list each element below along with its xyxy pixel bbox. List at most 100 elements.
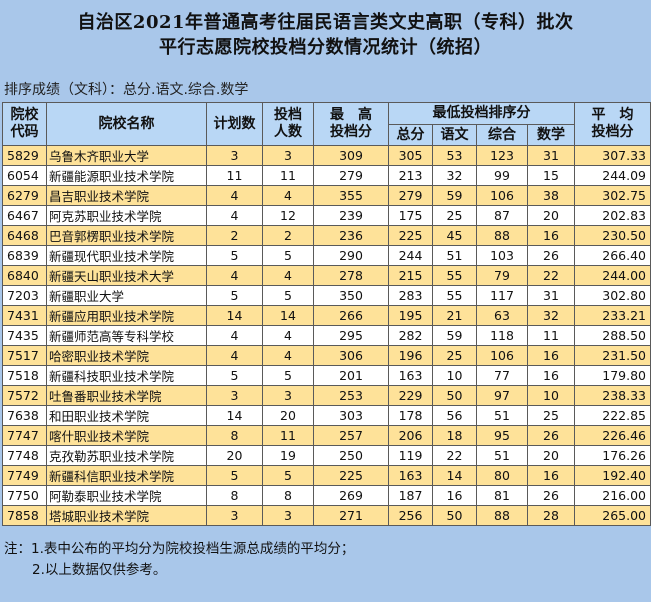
cell-plan-count: 4 xyxy=(206,185,263,206)
cell-max-score: 271 xyxy=(313,505,389,526)
cell-min-chinese: 50 xyxy=(432,385,477,406)
cell-school-code: 7435 xyxy=(2,325,47,346)
cell-plan-count: 20 xyxy=(206,445,263,466)
header-school-name: 院校名称 xyxy=(46,102,207,146)
cell-min-comprehensive: 97 xyxy=(476,385,528,406)
cell-min-math: 28 xyxy=(527,505,575,526)
cell-school-code: 6467 xyxy=(2,205,47,226)
cell-min-chinese: 25 xyxy=(432,345,477,366)
cell-min-chinese: 59 xyxy=(432,325,477,346)
cell-plan-count: 2 xyxy=(206,225,263,246)
cell-min-math: 16 xyxy=(527,345,575,366)
cell-min-chinese: 51 xyxy=(432,245,477,266)
cell-school-code: 7518 xyxy=(2,365,47,386)
cell-min-chinese: 25 xyxy=(432,205,477,226)
cell-min-chinese: 50 xyxy=(432,505,477,526)
cell-min-comprehensive: 88 xyxy=(476,505,528,526)
cell-max-score: 290 xyxy=(313,245,389,266)
cell-max-score: 306 xyxy=(313,345,389,366)
cell-min-comprehensive: 117 xyxy=(476,285,528,306)
cell-admitted-count: 3 xyxy=(262,145,314,166)
cell-school-code: 7858 xyxy=(2,505,47,526)
cell-plan-count: 5 xyxy=(206,365,263,386)
cell-min-math: 16 xyxy=(527,365,575,386)
cell-min-chinese: 53 xyxy=(432,145,477,166)
cell-min-comprehensive: 77 xyxy=(476,365,528,386)
cell-min-total: 305 xyxy=(388,145,433,166)
cell-school-code: 7203 xyxy=(2,285,47,306)
cell-average-score: 192.40 xyxy=(574,465,651,486)
cell-school-code: 6839 xyxy=(2,245,47,266)
cell-admitted-count: 19 xyxy=(262,445,314,466)
cell-average-score: 202.83 xyxy=(574,205,651,226)
cell-school-name: 乌鲁木齐职业大学 xyxy=(46,145,207,166)
cell-min-comprehensive: 106 xyxy=(476,345,528,366)
cell-min-total: 195 xyxy=(388,305,433,326)
cell-school-code: 7638 xyxy=(2,405,47,426)
cell-average-score: 288.50 xyxy=(574,325,651,346)
cell-plan-count: 5 xyxy=(206,285,263,306)
cell-max-score: 355 xyxy=(313,185,389,206)
cell-min-total: 175 xyxy=(388,205,433,226)
cell-school-name: 吐鲁番职业技术学院 xyxy=(46,385,207,406)
cell-school-name: 新疆师范高等专科学校 xyxy=(46,325,207,346)
table-row: 6279 昌吉职业技术学院 4 4 355 279 59 106 38 302.75 xyxy=(2,185,651,206)
footnotes: 注：1.表中公布的平均分为院校投档生源总成绩的平均分； 2.以上数据仅供参考。 xyxy=(4,539,354,581)
cell-school-code: 7749 xyxy=(2,465,47,486)
cell-school-code: 7747 xyxy=(2,425,47,446)
cell-school-code: 7431 xyxy=(2,305,47,326)
cell-min-math: 38 xyxy=(527,185,575,206)
cell-average-score: 222.85 xyxy=(574,405,651,426)
header-max-score-text: 最 高 投档分 xyxy=(330,107,372,140)
cell-min-math: 15 xyxy=(527,165,575,186)
cell-min-math: 31 xyxy=(527,285,575,306)
table-row: 7638 和田职业技术学院 14 20 303 178 56 51 25 222.85 xyxy=(2,405,651,426)
cell-school-code: 7750 xyxy=(2,485,47,506)
cell-min-chinese: 16 xyxy=(432,485,477,506)
cell-plan-count: 11 xyxy=(206,165,263,186)
cell-min-total: 119 xyxy=(388,445,433,466)
cell-average-score: 226.46 xyxy=(574,425,651,446)
cell-admitted-count: 20 xyxy=(262,405,314,426)
header-school-code: 院校 代码 xyxy=(2,102,47,146)
cell-plan-count: 3 xyxy=(206,505,263,526)
cell-min-math: 26 xyxy=(527,425,575,446)
cell-max-score: 303 xyxy=(313,405,389,426)
cell-min-chinese: 32 xyxy=(432,165,477,186)
cell-max-score: 253 xyxy=(313,385,389,406)
cell-min-comprehensive: 81 xyxy=(476,485,528,506)
table-row: 7435 新疆师范高等专科学校 4 4 295 282 59 118 11 288.50 xyxy=(2,325,651,346)
cell-school-name: 巴音郭楞职业技术学院 xyxy=(46,225,207,246)
header-total: 总分 xyxy=(388,124,433,146)
cell-min-chinese: 45 xyxy=(432,225,477,246)
header-plan-count-text: 计划数 xyxy=(213,115,256,132)
cell-plan-count: 3 xyxy=(206,145,263,166)
cell-min-comprehensive: 80 xyxy=(476,465,528,486)
cell-min-total: 282 xyxy=(388,325,433,346)
table-row: 7431 新疆应用职业技术学院 14 14 266 195 21 63 32 233.21 xyxy=(2,305,651,326)
header-min-rank-group: 最低投档排序分 xyxy=(388,102,575,125)
cell-plan-count: 14 xyxy=(206,305,263,326)
cell-school-name: 新疆应用职业技术学院 xyxy=(46,305,207,326)
cell-min-comprehensive: 51 xyxy=(476,405,528,426)
header-plan-count: 计划数 xyxy=(206,102,263,146)
cell-min-total: 244 xyxy=(388,245,433,266)
cell-min-total: 215 xyxy=(388,265,433,286)
cell-min-total: 196 xyxy=(388,345,433,366)
cell-average-score: 233.21 xyxy=(574,305,651,326)
cell-average-score: 302.80 xyxy=(574,285,651,306)
cell-plan-count: 14 xyxy=(206,405,263,426)
cell-school-code: 7748 xyxy=(2,445,47,466)
table-row: 7749 新疆科信职业技术学院 5 5 225 163 14 80 16 192.40 xyxy=(2,465,651,486)
cell-min-math: 31 xyxy=(527,145,575,166)
cell-min-comprehensive: 79 xyxy=(476,265,528,286)
cell-admitted-count: 5 xyxy=(262,285,314,306)
cell-min-comprehensive: 106 xyxy=(476,185,528,206)
table-row: 7518 新疆科技职业技术学院 5 5 201 163 10 77 16 179.80 xyxy=(2,365,651,386)
table-row: 6054 新疆能源职业技术学院 11 11 279 213 32 99 15 244.09 xyxy=(2,165,651,186)
cell-admitted-count: 5 xyxy=(262,465,314,486)
cell-min-chinese: 18 xyxy=(432,425,477,446)
cell-plan-count: 4 xyxy=(206,265,263,286)
cell-average-score: 307.33 xyxy=(574,145,651,166)
cell-min-total: 229 xyxy=(388,385,433,406)
